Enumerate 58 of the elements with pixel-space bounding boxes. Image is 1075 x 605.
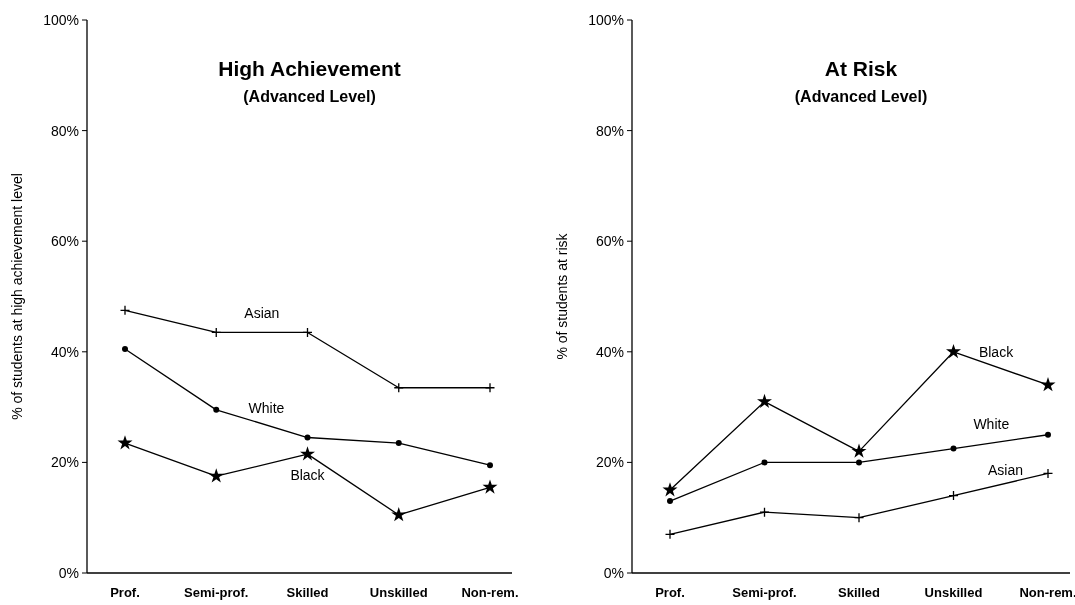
y-tick-label: 80% <box>50 122 79 139</box>
point <box>756 393 773 408</box>
x-tick-label: Non-rem. <box>1019 585 1075 600</box>
point <box>667 498 673 505</box>
y-tick-label: 40% <box>595 343 624 360</box>
point <box>482 479 498 494</box>
series-label: White <box>248 400 285 417</box>
point <box>395 440 402 447</box>
point <box>119 305 131 316</box>
x-tick-label: Skilled <box>286 585 329 600</box>
y-tick-label: 60% <box>595 233 624 250</box>
text: High Achievement <box>218 57 401 80</box>
point <box>664 529 676 540</box>
point <box>950 445 957 452</box>
y-tick-label: 0% <box>58 564 79 581</box>
text: (Advanced Level) <box>243 88 376 105</box>
x-tick-label: Non-rem. <box>461 585 519 600</box>
y-tick-label: 60% <box>50 233 79 250</box>
x-tick-label: Unskilled <box>924 585 983 600</box>
text: (Advanced Level) <box>794 88 928 105</box>
y-tick-label: 100% <box>43 11 79 28</box>
x-tick-label: Semi-prof. <box>184 585 249 600</box>
point <box>662 482 678 497</box>
point <box>761 459 768 466</box>
point <box>391 507 407 522</box>
series-label: Black <box>978 343 1015 360</box>
y-axis-title: % of students at risk <box>554 232 570 360</box>
series-label: Asian <box>987 462 1023 479</box>
x-tick-label: Unskilled <box>369 585 428 600</box>
y-tick-label: 100% <box>588 11 624 28</box>
point <box>856 459 862 466</box>
x-tick-label: Skilled <box>838 585 881 600</box>
text: At Risk <box>824 57 898 80</box>
y-tick-label: 80% <box>595 122 624 139</box>
y-tick-label: 20% <box>595 454 624 471</box>
point <box>208 468 224 483</box>
point <box>484 382 496 393</box>
y-tick-label: 0% <box>603 564 624 581</box>
point <box>117 435 133 450</box>
point <box>1042 468 1054 479</box>
point <box>945 343 962 359</box>
point <box>1045 431 1051 438</box>
point <box>304 434 311 441</box>
x-tick-label: Prof. <box>655 585 685 600</box>
point <box>851 443 867 458</box>
y-axis-title: % of students at high achievement level <box>9 173 25 420</box>
point <box>487 462 493 469</box>
series-label: White <box>973 416 1010 433</box>
point <box>853 512 865 523</box>
series-label: Black <box>290 467 326 484</box>
point <box>122 346 128 353</box>
series-label: Asian <box>244 305 280 322</box>
y-tick-label: 40% <box>50 343 79 360</box>
point <box>299 446 316 461</box>
x-tick-label: Semi-prof. <box>732 585 797 600</box>
x-tick-label: Prof. <box>110 585 140 600</box>
y-tick-label: 20% <box>50 454 79 471</box>
point <box>213 406 220 413</box>
